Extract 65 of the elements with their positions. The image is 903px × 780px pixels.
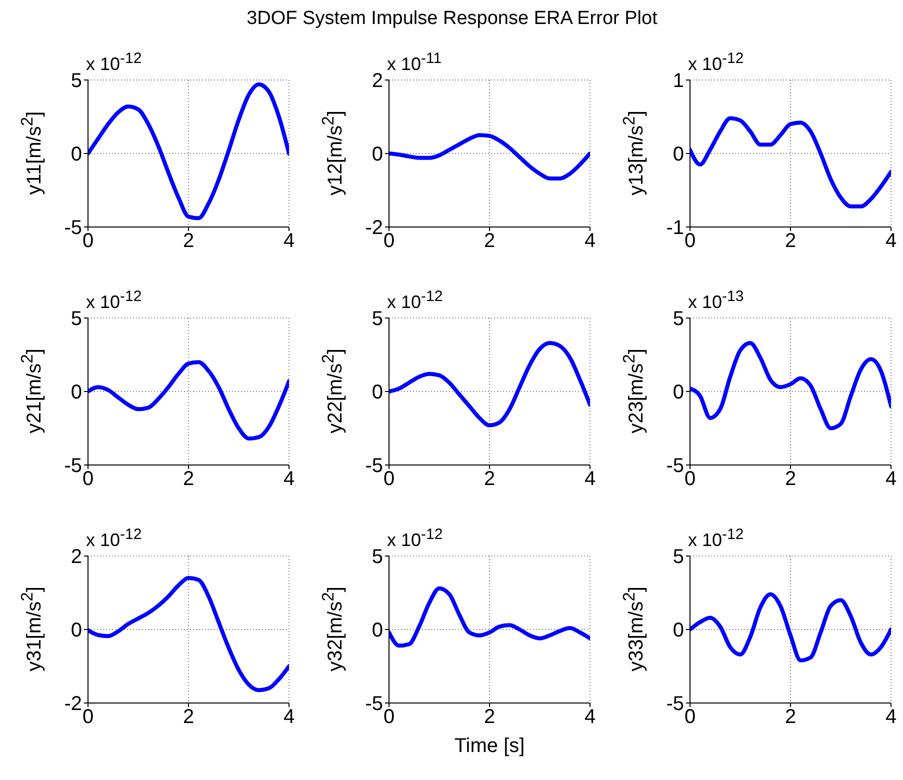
line-series	[389, 586, 590, 648]
x-tick-label: 4	[584, 706, 596, 728]
y-tick-label: 2	[70, 546, 82, 568]
line-series	[88, 576, 289, 692]
x-tick-label: 2	[182, 230, 194, 252]
x-tick-label: 4	[283, 706, 295, 728]
x-tick-label: 4	[283, 230, 295, 252]
y-tick-label: 5	[672, 308, 684, 330]
text: x 10$^{-12}$	[688, 50, 744, 75]
x-tick-label: 4	[584, 230, 596, 252]
y-tick-label: 0	[672, 620, 684, 642]
y-tick-label: -2	[64, 693, 82, 716]
text: x 10$^{-12}$	[86, 50, 142, 75]
y-tick-label: -5	[365, 455, 383, 478]
x-tick-label: 2	[484, 706, 496, 728]
y-tick-label: 0	[70, 144, 82, 166]
x-tick-label: 4	[283, 468, 295, 490]
x-tick-label: 2	[182, 468, 194, 490]
line-series	[389, 340, 590, 428]
y-tick-label: 5	[372, 308, 383, 330]
x-axis-title: Time [s]	[453, 735, 526, 758]
y-tick-label: 0	[70, 382, 82, 404]
x-tick-label: 2	[484, 468, 496, 490]
chart-title: 3DOF System Impulse Response ERA Error Plot	[246, 8, 658, 30]
x-tick-label: 4	[584, 468, 596, 490]
text: x 10$^{-12}$	[387, 288, 443, 313]
x-tick-label: 2	[484, 230, 496, 252]
line-series	[690, 592, 891, 662]
y-tick-label: 5	[672, 546, 684, 568]
y-tick-label: 5	[372, 546, 383, 568]
y-tick-label: 2	[372, 70, 383, 92]
x-tick-label: 2	[784, 706, 796, 728]
line-series	[690, 340, 891, 430]
text: x 10$^{-12}$	[86, 526, 142, 551]
y-tick-label: -5	[365, 693, 383, 716]
line-series	[389, 133, 590, 180]
y-tick-label: -5	[64, 217, 82, 240]
y-tick-label: 0	[672, 382, 684, 404]
text: x 10$^{-12}$	[387, 526, 443, 551]
text: x 10$^{-12}$	[86, 288, 142, 313]
y-tick-label: 0	[70, 620, 82, 642]
y-tick-label: 0	[372, 620, 383, 642]
text: x 10$^{-12}$	[688, 526, 744, 551]
x-tick-label: 4	[885, 230, 897, 252]
line-series	[88, 360, 289, 441]
y-tick-label: 0	[672, 144, 684, 166]
y-tick-label: 0	[372, 382, 383, 404]
x-tick-label: 4	[885, 706, 897, 728]
y-tick-label: -1	[666, 217, 684, 240]
x-tick-label: 2	[182, 706, 194, 728]
y-tick-label: 1	[672, 70, 684, 92]
line-series	[88, 82, 289, 220]
x-tick-label: 2	[784, 230, 796, 252]
y-tick-label: 0	[372, 144, 383, 166]
y-tick-label: -5	[666, 455, 684, 478]
y-tick-label: 5	[70, 70, 82, 92]
y-tick-label: 5	[70, 308, 82, 330]
y-tick-label: -5	[64, 455, 82, 478]
text: x 10$^{-11}$	[387, 50, 442, 75]
y-tick-label: -5	[666, 693, 684, 716]
line-series	[690, 116, 891, 208]
text: x 10$^{-13}$	[688, 288, 744, 313]
x-tick-label: 2	[784, 468, 796, 490]
y-tick-label: -2	[365, 217, 383, 240]
x-tick-label: 4	[885, 468, 897, 490]
